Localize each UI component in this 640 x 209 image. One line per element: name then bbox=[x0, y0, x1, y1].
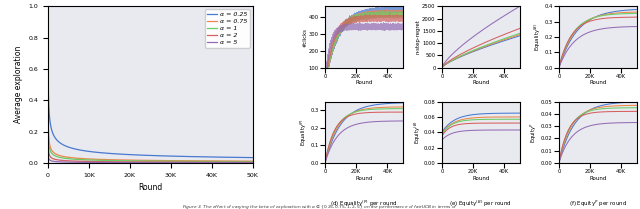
α = 0.75 bbox=[249, 160, 257, 162]
α = 0.75 bbox=[58, 155, 66, 157]
α = 2 bbox=[196, 161, 204, 163]
α = 1 bbox=[168, 160, 175, 162]
α = 0.25 bbox=[58, 143, 66, 145]
α = 1 bbox=[58, 157, 66, 159]
Text: (d) Equality$^{(P)}$ per round: (d) Equality$^{(P)}$ per round bbox=[330, 199, 397, 209]
Legend: α = 0.25, α = 0.75, α = 1, α = 2, α = 5: α = 0.25, α = 0.75, α = 1, α = 2, α = 5 bbox=[205, 9, 250, 47]
X-axis label: Round: Round bbox=[472, 176, 490, 181]
Text: (e) Equity$^{(B)}$ per round: (e) Equity$^{(B)}$ per round bbox=[449, 199, 513, 209]
α = 2 bbox=[249, 161, 257, 164]
α = 5 bbox=[58, 161, 66, 163]
Text: (a) #clicks per round: (a) #clicks per round bbox=[332, 103, 397, 108]
Line: α = 0.75: α = 0.75 bbox=[48, 49, 253, 161]
α = 2 bbox=[155, 161, 163, 163]
Text: (c) Equality$^{(B)}$ per round: (c) Equality$^{(B)}$ per round bbox=[560, 103, 636, 114]
α = 0.75 bbox=[155, 159, 163, 162]
α = 5 bbox=[249, 162, 257, 164]
α = 5 bbox=[196, 161, 204, 164]
α = 1 bbox=[196, 160, 204, 163]
α = 0.75 bbox=[168, 159, 175, 162]
X-axis label: Round: Round bbox=[589, 176, 607, 181]
α = 0.75 bbox=[122, 159, 130, 161]
Text: (f) Equity$^{P}$ per round: (f) Equity$^{P}$ per round bbox=[569, 199, 627, 209]
α = 2 bbox=[58, 159, 66, 162]
X-axis label: Round: Round bbox=[472, 80, 490, 85]
X-axis label: Round: Round bbox=[138, 183, 163, 192]
Line: α = 2: α = 2 bbox=[48, 85, 253, 162]
α = 0.25 bbox=[155, 154, 163, 157]
X-axis label: Round: Round bbox=[355, 176, 372, 181]
Text: (b) $n$-step-regret: (b) $n$-step-regret bbox=[454, 103, 508, 112]
α = 5 bbox=[168, 161, 175, 164]
α = 5 bbox=[155, 161, 163, 164]
Text: Figure 3. The effect of varying the beta of exploration with $\alpha\in\{0.25, 0: Figure 3. The effect of varying the beta… bbox=[182, 203, 458, 209]
α = 2 bbox=[93, 160, 101, 163]
X-axis label: Round: Round bbox=[355, 80, 372, 85]
Y-axis label: Equity$^{(B)}$: Equity$^{(B)}$ bbox=[412, 120, 422, 144]
α = 2 bbox=[168, 161, 175, 163]
α = 2 bbox=[44, 83, 52, 86]
α = 5 bbox=[122, 161, 130, 164]
α = 0.25 bbox=[168, 155, 175, 157]
Line: α = 0.25: α = 0.25 bbox=[48, 24, 253, 158]
Y-axis label: Average exploration: Average exploration bbox=[14, 46, 23, 123]
α = 1 bbox=[93, 159, 101, 162]
Y-axis label: Equity$^{P}$: Equity$^{P}$ bbox=[529, 122, 540, 143]
α = 0.25 bbox=[93, 151, 101, 154]
α = 0.25 bbox=[196, 155, 204, 158]
Y-axis label: Equality$^{(B)}$: Equality$^{(B)}$ bbox=[532, 23, 543, 51]
Y-axis label: #clicks: #clicks bbox=[302, 28, 307, 47]
α = 1 bbox=[249, 160, 257, 163]
Y-axis label: n-step-regret: n-step-regret bbox=[416, 20, 420, 54]
α = 5 bbox=[93, 161, 101, 164]
α = 1 bbox=[44, 57, 52, 60]
α = 0.75 bbox=[44, 48, 52, 50]
α = 1 bbox=[122, 159, 130, 162]
α = 2 bbox=[122, 161, 130, 163]
X-axis label: Round: Round bbox=[589, 80, 607, 85]
α = 0.25 bbox=[249, 156, 257, 159]
α = 0.25 bbox=[44, 22, 52, 25]
Line: α = 1: α = 1 bbox=[48, 59, 253, 162]
Line: α = 5: α = 5 bbox=[48, 118, 253, 163]
α = 0.25 bbox=[122, 153, 130, 156]
α = 5 bbox=[44, 117, 52, 120]
α = 0.75 bbox=[93, 158, 101, 161]
α = 1 bbox=[155, 160, 163, 162]
α = 0.75 bbox=[196, 160, 204, 162]
Y-axis label: Equality$^{(P)}$: Equality$^{(P)}$ bbox=[299, 118, 309, 146]
